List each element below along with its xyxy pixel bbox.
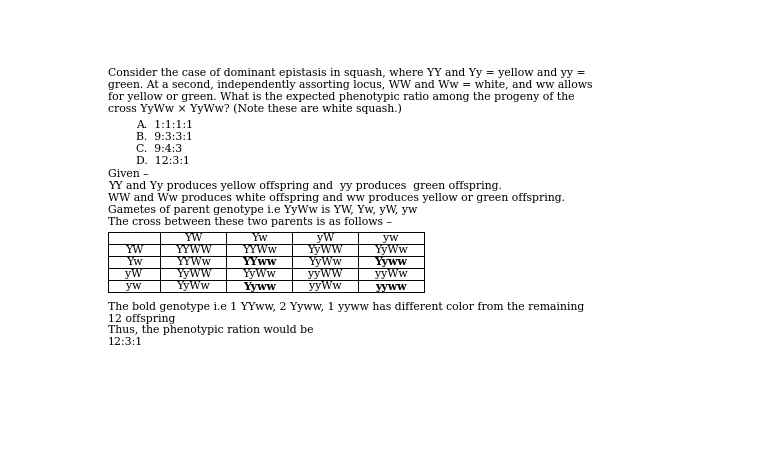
Text: Yyww: Yyww bbox=[243, 281, 276, 292]
Text: Yyww: Yyww bbox=[375, 257, 408, 268]
Text: green. At a second, independently assorting locus, WW and Ww = white, and ww all: green. At a second, independently assort… bbox=[108, 80, 592, 90]
Text: YW: YW bbox=[185, 233, 202, 243]
Text: WW and Ww produces white offspring and ww produces yellow or green offspring.: WW and Ww produces white offspring and w… bbox=[108, 193, 564, 203]
Text: A.  1:1:1:1: A. 1:1:1:1 bbox=[136, 120, 194, 130]
Text: YYWW: YYWW bbox=[175, 245, 211, 255]
Text: yyWw: yyWw bbox=[375, 269, 408, 279]
Text: YYWw: YYWw bbox=[241, 245, 277, 255]
Text: The bold genotype i.e 1 YYww, 2 Yyww, 1 yyww has different color from the remain: The bold genotype i.e 1 YYww, 2 Yyww, 1 … bbox=[108, 302, 584, 312]
Text: YYww: YYww bbox=[242, 257, 276, 268]
Text: 12 offspring: 12 offspring bbox=[108, 314, 175, 324]
Text: YyWW: YyWW bbox=[175, 269, 211, 279]
Text: 12:3:1: 12:3:1 bbox=[108, 337, 143, 347]
Text: Yw: Yw bbox=[126, 257, 142, 267]
Text: YyWW: YyWW bbox=[308, 245, 343, 255]
Text: yW: yW bbox=[317, 233, 334, 243]
Text: yw: yw bbox=[383, 233, 398, 243]
Text: yw: yw bbox=[126, 281, 141, 291]
Text: D.  12:3:1: D. 12:3:1 bbox=[136, 156, 191, 166]
Text: Yw: Yw bbox=[251, 233, 268, 243]
Text: yyww: yyww bbox=[375, 281, 407, 292]
Text: The cross between these two parents is as follows –: The cross between these two parents is a… bbox=[108, 217, 391, 227]
Text: C.  9:4:3: C. 9:4:3 bbox=[136, 144, 183, 154]
Text: YyWw: YyWw bbox=[375, 245, 408, 255]
Text: yyWW: yyWW bbox=[308, 269, 342, 279]
Text: cross YyWw × YyWw? (Note these are white squash.): cross YyWw × YyWw? (Note these are white… bbox=[108, 104, 401, 114]
Text: YY and Yy produces yellow offspring and  yy produces  green offspring.: YY and Yy produces yellow offspring and … bbox=[108, 181, 501, 191]
Text: Consider the case of dominant epistasis in squash, where YY and Yy = yellow and : Consider the case of dominant epistasis … bbox=[108, 68, 585, 78]
Text: Given –: Given – bbox=[108, 169, 148, 179]
Text: for yellow or green. What is the expected phenotypic ratio among the progeny of : for yellow or green. What is the expecte… bbox=[108, 92, 574, 102]
Text: yyWw: yyWw bbox=[309, 281, 341, 291]
Text: B.  9:3:3:1: B. 9:3:3:1 bbox=[136, 132, 194, 142]
Text: yW: yW bbox=[125, 269, 143, 279]
Text: YYWw: YYWw bbox=[176, 257, 211, 267]
Text: YW: YW bbox=[125, 245, 143, 255]
Text: Thus, the phenotypic ration would be: Thus, the phenotypic ration would be bbox=[108, 326, 313, 336]
Text: YyWw: YyWw bbox=[308, 257, 342, 267]
Text: Gametes of parent genotype i.e YyWw is YW, Yw, yW, yw: Gametes of parent genotype i.e YyWw is Y… bbox=[108, 205, 417, 215]
Text: YyWw: YyWw bbox=[242, 269, 276, 279]
Text: YyWw: YyWw bbox=[177, 281, 210, 291]
